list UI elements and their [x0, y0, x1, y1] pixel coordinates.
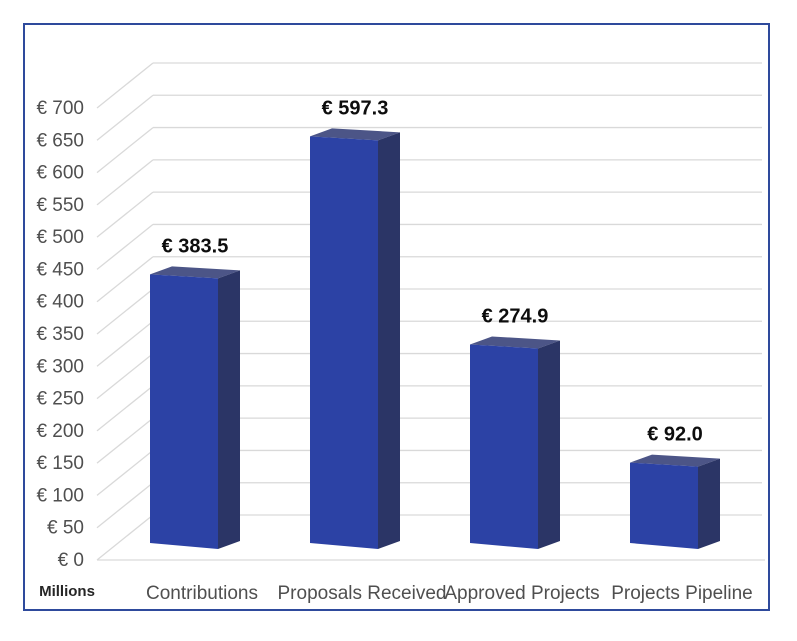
bar-side-face [218, 270, 240, 549]
category-label: Proposals Received [278, 583, 447, 604]
gridline-depth [96, 353, 154, 400]
y-tick-label: € 50 [47, 518, 84, 539]
y-tick-label: € 100 [36, 485, 84, 506]
gridline-depth [96, 223, 154, 270]
y-tick-label: € 700 [36, 98, 84, 119]
y-tick-label: € 250 [36, 389, 84, 410]
y-tick-label: € 350 [36, 324, 84, 345]
bar-value-label: € 92.0 [647, 424, 703, 446]
bar-side-face [538, 340, 560, 549]
bar-front-face [310, 136, 378, 549]
category-label: Contributions [146, 583, 258, 604]
y-tick-label: € 550 [36, 195, 84, 216]
y-tick-label: € 650 [36, 130, 84, 151]
gridline-depth [96, 191, 154, 238]
category-label: Approved Projects [444, 583, 599, 604]
bar-top-face [470, 336, 560, 349]
bar-value-label: € 597.3 [322, 97, 389, 119]
y-tick-label: € 150 [36, 453, 84, 474]
gridline-depth [96, 127, 154, 174]
bar-top-face [630, 454, 720, 467]
y-tick-label: € 400 [36, 292, 84, 313]
y-axis-title: Millions [39, 583, 95, 600]
gridline-depth [96, 417, 154, 464]
bar-front-face [470, 344, 538, 549]
y-tick-label: € 200 [36, 421, 84, 442]
bar-side-face [698, 458, 720, 549]
gridline-depth [96, 514, 154, 561]
bar-value-label: € 383.5 [162, 235, 229, 257]
gridline-depth [96, 449, 154, 496]
gridline-depth [96, 256, 154, 303]
y-tick-label: € 450 [36, 259, 84, 280]
bar-front-face [630, 462, 698, 549]
bar-front-face [150, 274, 218, 549]
y-tick-label: € 500 [36, 227, 84, 248]
gridline-depth [96, 320, 154, 367]
gridline-depth [96, 385, 154, 432]
bar-value-label: € 274.9 [482, 305, 549, 327]
gridline-depth [96, 94, 154, 141]
bar-top-face [150, 266, 240, 279]
y-tick-label: € 600 [36, 163, 84, 184]
gridline-depth [96, 62, 154, 109]
gridline-depth [96, 288, 154, 335]
gridline-depth [96, 159, 154, 206]
category-label: Projects Pipeline [611, 583, 753, 604]
bar-top-face [310, 128, 400, 141]
gridline-depth [96, 482, 154, 529]
bar-side-face [378, 132, 400, 549]
y-tick-label: € 300 [36, 356, 84, 377]
y-tick-label: € 0 [58, 550, 84, 571]
